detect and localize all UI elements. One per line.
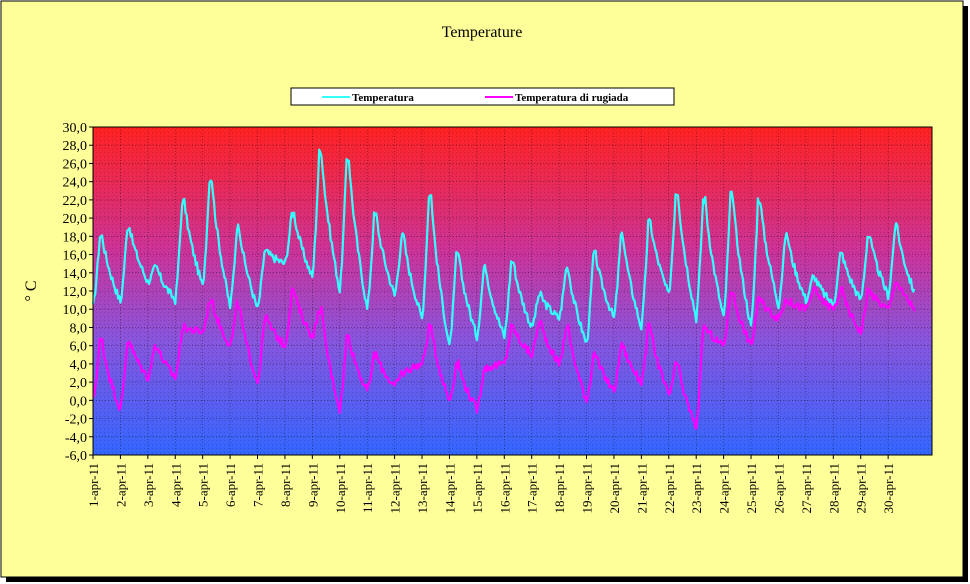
- legend-box: [290, 87, 675, 106]
- y-tick-label: 12,0: [63, 285, 88, 300]
- y-tick-label: -6,0: [65, 449, 87, 464]
- y-tick-label: -4,0: [65, 431, 87, 446]
- y-tick-label: 22,0: [63, 194, 88, 209]
- x-tick-label: 10-apr-11: [333, 463, 348, 514]
- y-axis: 30,0 28,0 26,0 24,0 22,0 20,0 18,0 16,0 14,0 12,0…: [63, 121, 93, 464]
- x-tick-label: 8-apr-11: [278, 463, 293, 507]
- y-tick-label: 18,0: [63, 230, 88, 245]
- plot-area-texture: [93, 127, 932, 455]
- x-tick-label: 6-apr-11: [223, 463, 238, 507]
- x-tick-label: 14-apr-11: [442, 463, 457, 514]
- x-tick-label: 3-apr-11: [141, 463, 156, 507]
- series-line-rugiada: [92, 281, 916, 430]
- y-tick-label: 26,0: [63, 157, 88, 172]
- x-tick-label: 11-apr-11: [360, 463, 375, 513]
- x-tick-label: 27-apr-11: [799, 463, 814, 514]
- x-axis: 1-apr-11 2-apr-11 3-apr-11 4-apr-11 5-apr-11…: [86, 455, 896, 514]
- y-axis-label: ° C: [23, 280, 40, 301]
- x-tick-label: 29-apr-11: [854, 463, 869, 514]
- x-tick-label: 7-apr-11: [251, 463, 266, 507]
- y-tick-label: 20,0: [63, 212, 88, 227]
- x-tick-label: 30-apr-11: [881, 463, 896, 514]
- x-tick-label: 9-apr-11: [305, 463, 320, 507]
- x-tick-label: 22-apr-11: [662, 463, 677, 514]
- x-tick-label: 25-apr-11: [744, 463, 759, 514]
- x-tick-label: 16-apr-11: [497, 463, 512, 514]
- legend-label-temperatura: Temperatura: [352, 92, 414, 104]
- y-tick-label: 2,0: [70, 376, 88, 391]
- x-tick-label: 18-apr-11: [552, 463, 567, 514]
- x-tick-label: 19-apr-11: [580, 463, 595, 514]
- x-tick-label: 28-apr-11: [826, 463, 841, 514]
- y-tick-label: 30,0: [63, 121, 88, 136]
- y-tick-label: 6,0: [70, 340, 88, 355]
- y-tick-label: 24,0: [63, 176, 88, 191]
- x-tick-label: 26-apr-11: [771, 463, 786, 514]
- y-tick-label: 28,0: [63, 139, 88, 154]
- x-tick-label: 1-apr-11: [86, 463, 101, 507]
- x-tick-label: 4-apr-11: [168, 463, 183, 507]
- x-tick-label: 15-apr-11: [470, 463, 485, 514]
- y-tick-label: 14,0: [63, 267, 88, 282]
- y-tick-label: 0,0: [70, 394, 88, 409]
- x-tick-label: 2-apr-11: [113, 463, 128, 507]
- y-tick-label: 8,0: [70, 321, 88, 336]
- legend-label-rugiada: Temperatura di rugiada: [515, 92, 629, 104]
- series-line-temperatura: [91, 148, 916, 346]
- chart-title: Temperature: [442, 24, 523, 41]
- legend: Temperatura Temperatura di rugiada: [290, 87, 675, 106]
- series-layer: [91, 148, 916, 430]
- x-tick-label: 17-apr-11: [525, 463, 540, 514]
- x-tick-label: 5-apr-11: [196, 463, 211, 507]
- x-tick-label: 12-apr-11: [388, 463, 403, 514]
- y-tick-label: -2,0: [65, 413, 87, 428]
- x-tick-label: 20-apr-11: [607, 463, 622, 514]
- x-tick-label: 21-apr-11: [634, 463, 649, 514]
- x-tick-label: 23-apr-11: [689, 463, 704, 514]
- y-tick-label: 4,0: [70, 358, 88, 373]
- x-tick-label: 24-apr-11: [717, 463, 732, 514]
- x-tick-label: 13-apr-11: [415, 463, 430, 514]
- y-tick-label: 10,0: [63, 303, 88, 318]
- y-tick-label: 16,0: [63, 249, 88, 264]
